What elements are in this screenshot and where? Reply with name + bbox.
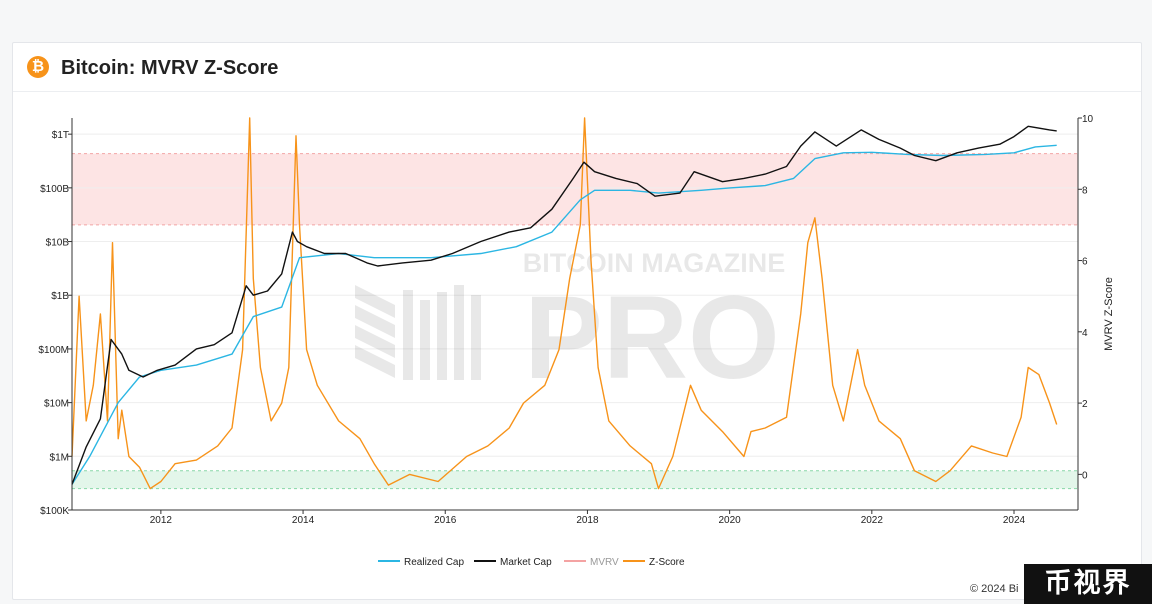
- chart-header: ₿ Bitcoin: MVRV Z-Score: [13, 43, 1141, 92]
- x-axis-tick-label: 2012: [150, 515, 173, 526]
- series-market-cap-line: [71, 125, 1057, 485]
- left-axis-tick-label: $100M: [38, 345, 69, 356]
- left-axis-tick-label: $10M: [44, 399, 69, 410]
- legend-item-z-score[interactable]: Z-Score: [623, 557, 685, 568]
- watermark-bottom-text: PRO: [524, 272, 780, 404]
- left-axis-tick-label: $100B: [40, 184, 69, 195]
- x-axis-tick-label: 2014: [292, 515, 315, 526]
- legend-label: MVRV: [590, 557, 619, 568]
- legend-label: Market Cap: [500, 557, 552, 568]
- zone-band-1: [72, 470, 1078, 489]
- left-axis-tick-label: $100K: [40, 506, 69, 517]
- legend-item-mvrv[interactable]: MVRV: [564, 557, 619, 568]
- legend-label: Realized Cap: [404, 557, 464, 568]
- watermark: BITCOIN MAGAZINE PRO: [355, 248, 785, 404]
- right-axis-tick-label: 6: [1082, 257, 1088, 268]
- watermark-logo-icon: [355, 285, 481, 380]
- chart-card: ₿ Bitcoin: MVRV Z-Score: [12, 42, 1142, 600]
- zone-band-0: [72, 153, 1078, 225]
- x-axis-tick-label: 2016: [434, 515, 457, 526]
- legend-item-market-cap[interactable]: Market Cap: [474, 557, 552, 568]
- copyright-text: © 2024 Bi: [970, 583, 1019, 595]
- x-axis-tick-label: 2020: [719, 515, 742, 526]
- series-realized-cap-line: [71, 144, 1057, 485]
- right-axis-tick-label: 8: [1082, 185, 1088, 196]
- x-axis-tick-label: 2024: [1003, 515, 1026, 526]
- left-axis-tick-label: $10B: [46, 238, 70, 249]
- left-axis-tick-label: $1M: [50, 452, 69, 463]
- right-axis-tick-label: 0: [1082, 470, 1088, 481]
- corner-badge: 币视界: [1024, 564, 1152, 604]
- right-axis-label: MVRV Z-Score: [1103, 277, 1115, 351]
- bitcoin-logo-icon: ₿: [27, 56, 49, 78]
- x-axis-tick-label: 2022: [861, 515, 884, 526]
- left-axis-tick-label: $1T: [52, 130, 69, 141]
- watermark-top-text: BITCOIN MAGAZINE: [523, 248, 786, 278]
- chart-title: Bitcoin: MVRV Z-Score: [61, 57, 279, 79]
- series-z-score-line: [71, 117, 1058, 490]
- x-axis-tick-label: 2018: [576, 515, 599, 526]
- legend-label: Z-Score: [649, 557, 685, 568]
- right-axis-tick-label: 2: [1082, 399, 1088, 410]
- legend-item-realized-cap[interactable]: Realized Cap: [378, 557, 464, 568]
- left-axis-tick-label: $1B: [51, 291, 69, 302]
- right-axis-tick-label: 4: [1082, 328, 1088, 339]
- right-axis-tick-label: 10: [1082, 114, 1094, 125]
